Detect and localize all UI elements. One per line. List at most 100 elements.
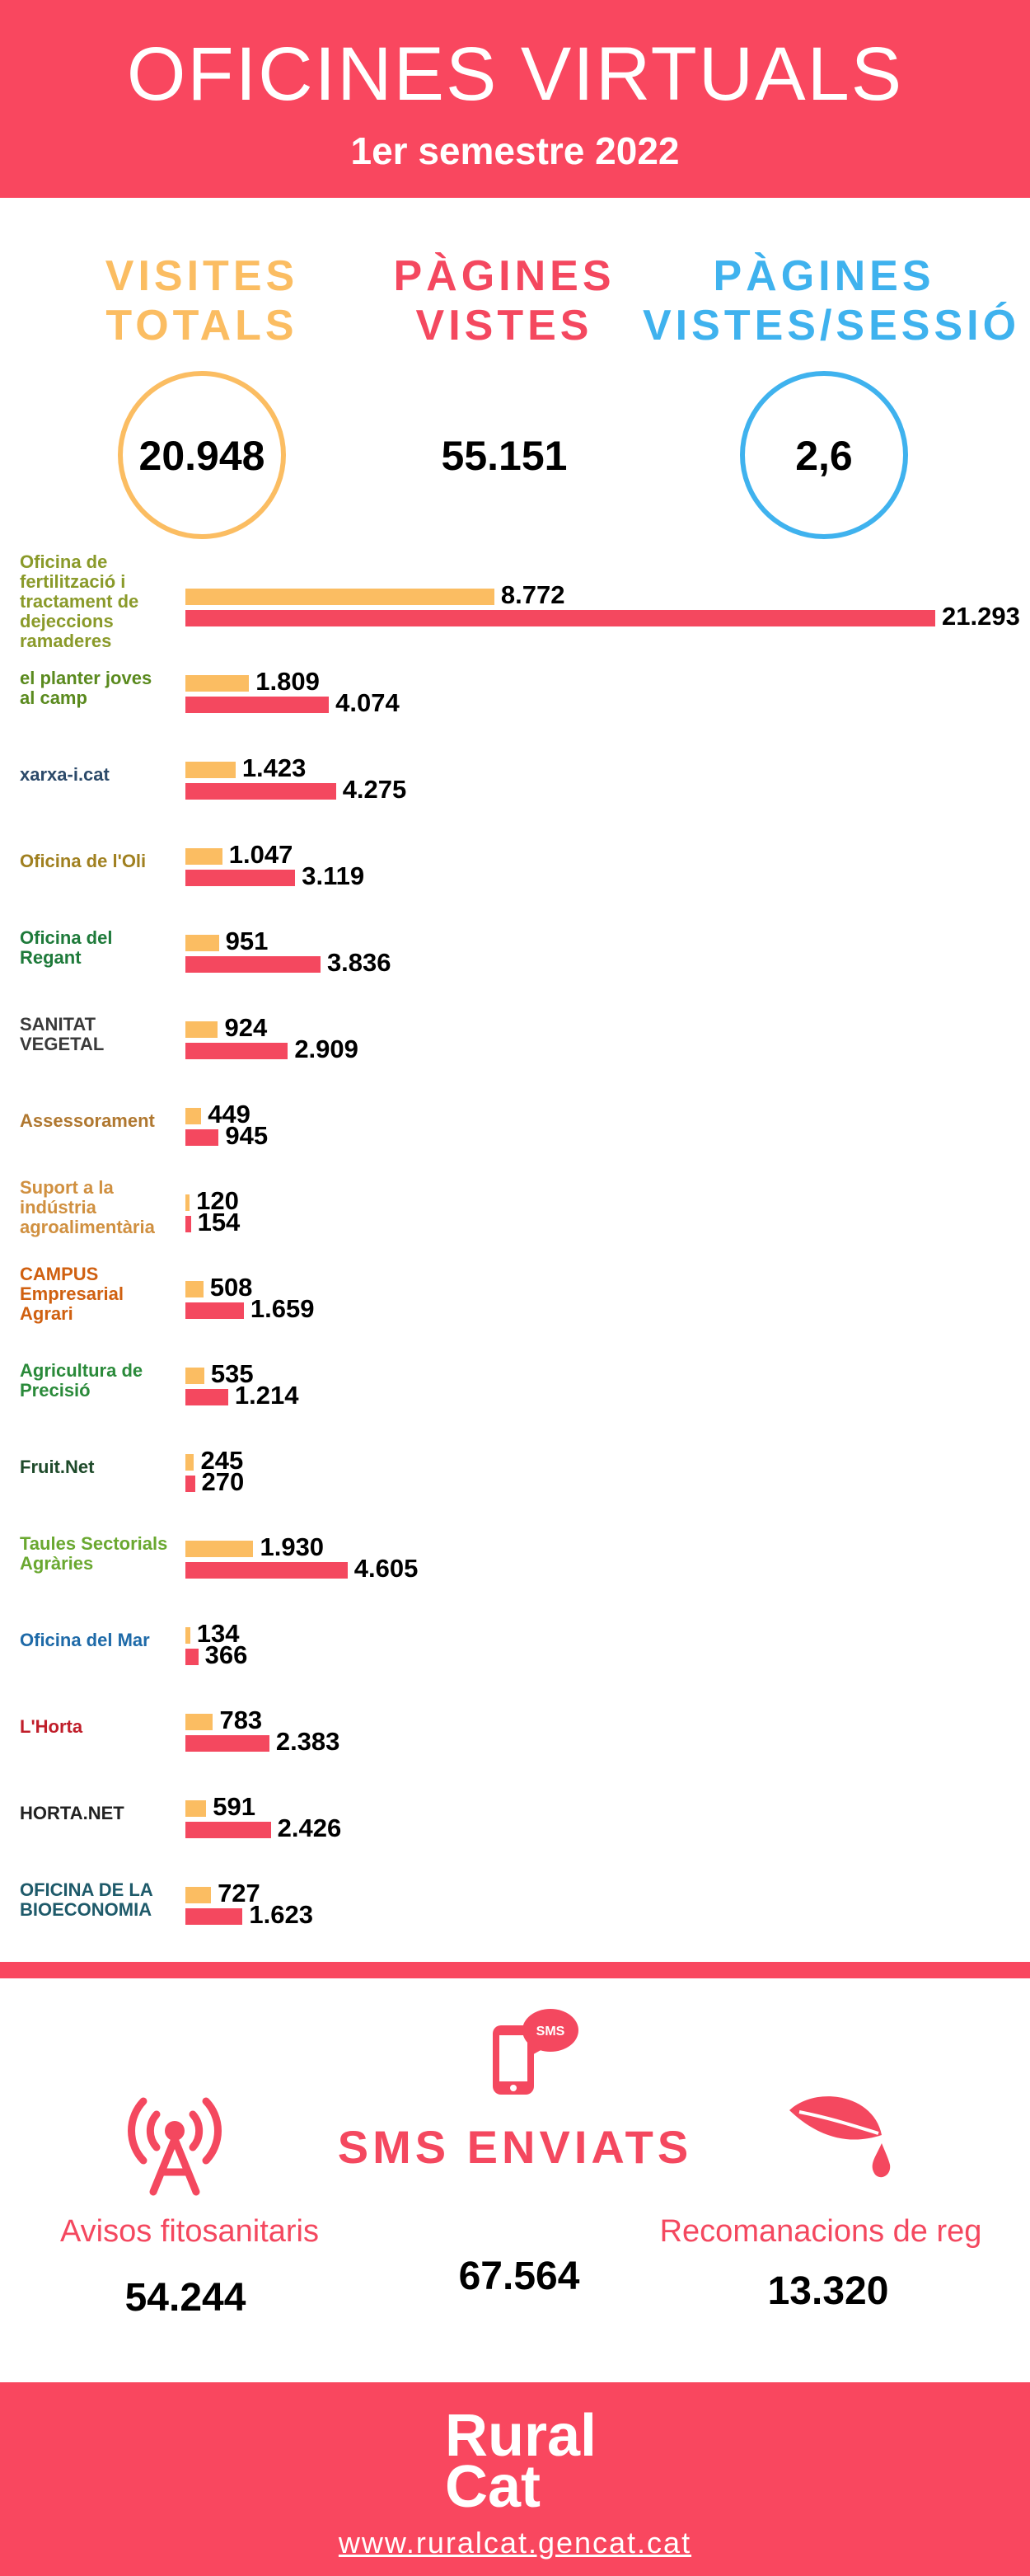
stat-label: PÀGINES bbox=[713, 252, 935, 300]
value-label: 535 bbox=[210, 1359, 254, 1388]
value-label: 591 bbox=[213, 1792, 255, 1821]
url[interactable]: www.ruralcat.gencat.cat bbox=[338, 2526, 692, 2560]
title: OFICINES VIRTUALS bbox=[126, 32, 904, 116]
separator bbox=[0, 1962, 1030, 1978]
value-label: 1.930 bbox=[260, 1532, 325, 1561]
value-label: 4.275 bbox=[342, 775, 407, 804]
bar bbox=[185, 1368, 204, 1384]
value-label: 2.383 bbox=[275, 1727, 340, 1756]
bar bbox=[185, 1822, 271, 1838]
logo: Oficina del Regant bbox=[20, 927, 113, 968]
logo: el planter joves al camp bbox=[20, 668, 152, 708]
bar-row: SANITAT VEGETAL 924 2.909 bbox=[0, 993, 1030, 1076]
sms-item-value: 13.320 bbox=[767, 2269, 889, 2313]
bar bbox=[185, 1281, 204, 1297]
bar-row: Agricultura de Precisió 535 1.214 bbox=[0, 1340, 1030, 1422]
bar bbox=[185, 956, 321, 973]
bar bbox=[185, 1021, 218, 1038]
bar bbox=[185, 870, 296, 886]
logo: Oficina de fertilització i tractament de… bbox=[20, 551, 139, 651]
stat-value: 2,6 bbox=[795, 433, 853, 479]
bar bbox=[185, 1194, 190, 1211]
value-label: 245 bbox=[200, 1446, 244, 1475]
bar bbox=[185, 1649, 199, 1665]
stat-circle bbox=[740, 371, 908, 539]
bar bbox=[185, 675, 250, 692]
stat-value: 55.151 bbox=[441, 433, 568, 479]
value-label: 3.836 bbox=[326, 948, 391, 977]
value-label: 3.119 bbox=[302, 861, 365, 890]
sms-item-label: Recomanacions de reg bbox=[659, 2214, 982, 2249]
value-label: 1.659 bbox=[250, 1294, 315, 1323]
footer bbox=[0, 2382, 1030, 2576]
value-label: 1.809 bbox=[255, 667, 320, 696]
bar-row: Oficina de fertilització i tractament de… bbox=[0, 551, 1030, 651]
logo: OFICINA DE LA BIOECONOMIA bbox=[20, 1879, 152, 1920]
logo: Suport a la indústria agroalimentària bbox=[20, 1177, 155, 1237]
bar bbox=[185, 1541, 254, 1557]
value-label: 4.074 bbox=[335, 688, 400, 717]
sms-item-value: 54.244 bbox=[124, 2276, 246, 2320]
bar bbox=[185, 697, 330, 713]
logo: Agricultura de Precisió bbox=[20, 1360, 143, 1401]
logo: Oficina de l'Oli bbox=[20, 851, 147, 871]
logo: Oficina del Mar bbox=[20, 1630, 150, 1650]
logo: SANITAT VEGETAL bbox=[20, 1014, 105, 1054]
subtitle: 1er semestre 2022 bbox=[350, 129, 680, 172]
bar-row: xarxa-i.cat 1.423 4.275 bbox=[0, 734, 1030, 816]
bar bbox=[185, 1908, 243, 1925]
bar bbox=[185, 610, 935, 626]
value-label: 2.426 bbox=[277, 1814, 342, 1842]
stat-circle bbox=[118, 371, 286, 539]
leaf-icon bbox=[789, 2096, 891, 2178]
value-label: 154 bbox=[197, 1208, 241, 1236]
stat-label: VISTES/SESSIÓ bbox=[643, 302, 1021, 350]
logo: xarxa-i.cat bbox=[20, 764, 110, 785]
value-label: 2.909 bbox=[294, 1035, 358, 1063]
value-label: 951 bbox=[225, 927, 269, 955]
bar-row: OFICINA DE LA BIOECONOMIA 727 1.623 bbox=[0, 1859, 1030, 1941]
bar bbox=[185, 1714, 213, 1730]
value-label: 21.293 bbox=[942, 602, 1020, 631]
bar bbox=[185, 762, 236, 778]
value-label: 783 bbox=[219, 1706, 263, 1734]
bar-row: Oficina del Mar 134 366 bbox=[0, 1599, 1030, 1682]
bar bbox=[185, 1216, 191, 1232]
bar bbox=[185, 1627, 190, 1644]
logo: L'Horta bbox=[20, 1716, 83, 1737]
bar bbox=[185, 1302, 244, 1319]
stat-label: PÀGINES bbox=[393, 252, 616, 300]
value-label: 1.623 bbox=[249, 1900, 313, 1929]
value-label: 120 bbox=[196, 1186, 239, 1215]
bar bbox=[185, 589, 494, 605]
value-label: 449 bbox=[208, 1100, 250, 1128]
bar bbox=[185, 1887, 212, 1903]
bar-row: Taules Sectorials Agràries 1.930 4.605 bbox=[0, 1513, 1030, 1595]
sms-total: 67.564 bbox=[458, 2255, 580, 2298]
sms-title: SMS ENVIATS bbox=[337, 2121, 693, 2173]
value-label: 8.772 bbox=[500, 580, 565, 609]
bar-row: Suport a la indústria agroalimentària 120… bbox=[0, 1166, 1030, 1249]
bar-row: Oficina de l'Oli 1.047 3.119 bbox=[0, 820, 1030, 903]
stat-label: VISTES bbox=[415, 302, 593, 350]
bar bbox=[185, 1735, 269, 1752]
bar bbox=[185, 935, 219, 951]
value-label: 270 bbox=[201, 1467, 245, 1496]
bar-chart: Oficina de fertilització i tractament de… bbox=[0, 551, 1030, 1954]
bar bbox=[185, 1454, 194, 1471]
sms-icon: SMS bbox=[493, 2009, 578, 2095]
sms-item-label: Avisos fitosanitaris bbox=[60, 2214, 319, 2249]
header bbox=[0, 0, 1030, 198]
bar bbox=[185, 1108, 202, 1124]
antenna-icon bbox=[128, 2097, 222, 2196]
bar bbox=[185, 1476, 195, 1492]
stat-value: 20.948 bbox=[138, 433, 265, 479]
logo: Assessorament bbox=[20, 1110, 155, 1131]
brand: Rural bbox=[445, 2403, 597, 2469]
bar bbox=[185, 1043, 288, 1059]
value-label: 1.214 bbox=[234, 1381, 299, 1410]
value-label: 727 bbox=[218, 1879, 260, 1907]
logo: HORTA.NET bbox=[20, 1803, 124, 1823]
value-label: 1.423 bbox=[241, 753, 307, 782]
